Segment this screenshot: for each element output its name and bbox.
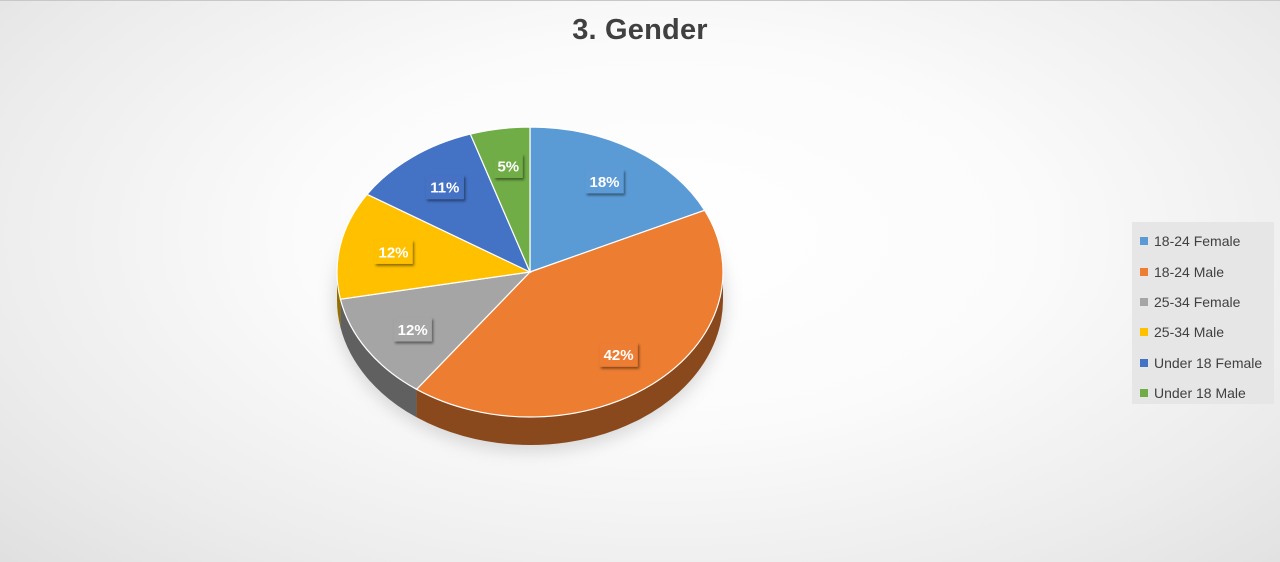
legend-label: Under 18 Male (1154, 385, 1246, 402)
data-label: 42% (599, 342, 638, 367)
pie-slice (336, 193, 533, 300)
pie-slice-side (340, 299, 417, 418)
legend-item: 25-34 Male (1132, 317, 1274, 347)
chart-title: 3. Gender (572, 14, 708, 46)
svg-text:12%: 12% (398, 322, 428, 339)
pie-slice (366, 133, 532, 274)
legend-label: 18-24 Female (1154, 233, 1241, 250)
legend-swatch (1140, 328, 1148, 337)
pie-labels: 18% 42% 12% 12% 11% 5% (374, 154, 638, 367)
svg-text:11%: 11% (430, 180, 459, 197)
top-border (0, 0, 1280, 1)
data-label: 5% (493, 154, 523, 178)
legend-swatch (1140, 237, 1148, 246)
legend-item: Under 18 Male (1132, 378, 1274, 408)
pie-slice (529, 126, 706, 273)
data-label: 11% (425, 175, 464, 200)
legend-swatch (1140, 267, 1148, 276)
svg-text:18%: 18% (589, 174, 619, 191)
pie-top (336, 126, 724, 418)
legend-label: Under 18 Female (1154, 354, 1263, 371)
legend-swatch (1140, 389, 1148, 398)
data-label: 12% (374, 239, 413, 264)
data-label: 12% (393, 317, 432, 342)
legend-label: 18-24 Male (1154, 263, 1225, 280)
legend-swatch (1140, 358, 1148, 367)
legend-swatch (1140, 297, 1148, 306)
svg-text:42%: 42% (604, 347, 634, 364)
legend-item: 18-24 Female (1132, 226, 1274, 256)
legend-item: 25-34 Female (1132, 287, 1274, 317)
pie-slice (415, 209, 724, 418)
pie-slice-side (416, 272, 723, 446)
legend-label: 25-34 Male (1154, 324, 1225, 341)
legend-item: 18-24 Male (1132, 256, 1274, 286)
pie-slice (339, 271, 532, 391)
data-label: 18% (585, 169, 624, 194)
legend-label: 25-34 Female (1154, 293, 1241, 310)
svg-text:12%: 12% (378, 244, 408, 261)
legend-item: Under 18 Female (1132, 348, 1274, 378)
legend: 18-24 Female 18-24 Male 25-34 Female 25-… (1132, 222, 1274, 404)
svg-text:5%: 5% (497, 159, 519, 176)
